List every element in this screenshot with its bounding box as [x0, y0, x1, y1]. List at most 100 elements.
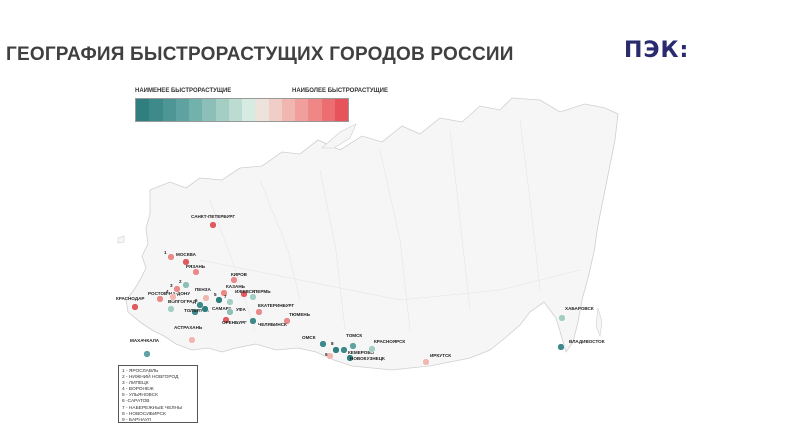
- city-11-label: ТОЛЬЯТТИ: [184, 308, 209, 313]
- city-15-label: ТЮМЕНЬ: [289, 312, 311, 317]
- scale-swatch: [189, 99, 203, 121]
- city-1-label: МОСКВА: [176, 252, 197, 257]
- numbered-city-key: 1 - ЯРОСЛАВЛЬ 2 - НИЖНИЙ НОВГОРОД 3 - ЛИПЕ…: [118, 365, 198, 423]
- city-36-label: 9: [325, 352, 328, 357]
- city-36-marker: [326, 352, 334, 360]
- city-22-marker: [340, 346, 348, 354]
- city-35-label: 8: [331, 341, 334, 346]
- city-markers: САНКТ-ПЕТЕРБУРГ МОСКВА РЯЗАНЬ РОСТОВ-НА-ДОН…: [116, 214, 605, 366]
- city-19-label: МАХАЧКАЛА: [130, 338, 160, 343]
- city-31-label: 4: [166, 289, 169, 294]
- city-4-marker: [131, 303, 139, 311]
- scale-swatch: [162, 99, 176, 121]
- key-item: 7 - НАБЕРЕЖНЫЕ ЧЕЛНЫ: [122, 405, 183, 411]
- scale-swatch: [334, 99, 348, 121]
- city-7-marker: [220, 289, 228, 297]
- city-6-marker: [202, 294, 210, 302]
- scale-swatch: [281, 99, 295, 121]
- scale-swatch: [136, 99, 150, 121]
- key-item: 5 - УЛЬЯНОВСК: [122, 393, 158, 399]
- city-16-marker: [249, 317, 257, 325]
- scale-swatch: [255, 99, 269, 121]
- city-32-marker: [215, 296, 223, 304]
- scale-swatch: [321, 99, 335, 121]
- color-scale-legend: [135, 98, 349, 122]
- city-29-label: 2: [179, 279, 182, 284]
- city-12-label: САМАРА: [212, 306, 232, 311]
- city-14-label: ЕКАТЕРИНБУРГ: [258, 303, 295, 308]
- page-title: ГЕОГРАФИЯ БЫСТРОРАСТУЩИХ ГОРОДОВ РОССИИ: [6, 44, 514, 65]
- city-30-label: 3: [170, 283, 173, 288]
- city-20-label: ОМСК: [302, 335, 316, 340]
- city-23-label: НОВОКУЗНЕЦК: [350, 356, 385, 361]
- city-8-label: КИРОВ: [231, 272, 248, 277]
- city-2-marker: [192, 268, 200, 276]
- city-17-marker: [222, 316, 230, 324]
- city-19-marker: [143, 350, 151, 358]
- company-logo: ПЭК:: [624, 38, 690, 63]
- scale-swatch: [268, 99, 282, 121]
- scale-swatch: [215, 99, 229, 121]
- city-35-marker: [332, 346, 340, 354]
- legend-low-label: НАИМЕНЕЕ БЫСТРОРАСТУЩИЕ: [135, 88, 232, 94]
- city-30-marker: [173, 285, 181, 293]
- city-20-marker: [319, 340, 327, 348]
- city-16-label: ЧЕЛЯБИНСК: [258, 322, 287, 327]
- city-27-marker: [557, 343, 565, 351]
- russia-outline: [125, 97, 619, 371]
- kaliningrad-outline: [117, 235, 125, 244]
- city-32-label: 5: [214, 292, 217, 297]
- scale-swatch: [202, 99, 216, 121]
- city-33-label: 6: [195, 298, 198, 303]
- city-25-marker: [422, 358, 430, 366]
- city-21-marker: [349, 342, 357, 350]
- novaya-zemlya-outline: [321, 123, 357, 149]
- city-5-label: ВОЛГОГРАД: [168, 299, 197, 304]
- city-7-label: КАЗАНЬ: [226, 284, 246, 289]
- scale-swatch: [228, 99, 242, 121]
- key-item: 9 - БАРНАУЛ: [122, 417, 151, 423]
- city-26-label: ХАБАРОВСК: [565, 306, 594, 311]
- city-13-label: УФА: [236, 307, 246, 312]
- legend-high-label: НАИБОЛЕЕ БЫСТРОРАСТУЩИЕ: [292, 88, 388, 94]
- scale-swatch: [242, 99, 256, 121]
- key-item: 8 - НОВОСИБИРСК: [122, 411, 166, 417]
- city-31-marker: [169, 293, 177, 301]
- city-1-marker: [182, 258, 190, 266]
- city-22-label: КЕМЕРОВО: [348, 350, 375, 355]
- city-28-label: 1: [164, 250, 167, 255]
- key-item: 2 - НИЖНИЙ НОВГОРОД: [122, 375, 179, 381]
- city-24-marker: [368, 345, 376, 353]
- key-item: 1 - ЯРОСЛАВЛЬ: [122, 369, 159, 374]
- city-21-label: ТОМСК: [346, 333, 362, 338]
- key-item: 3 - ЛИПЕЦК: [122, 381, 149, 387]
- city-24-label: КРАСНОЯРСК: [374, 339, 405, 344]
- city-27-label: ВЛАДИВОСТОК: [569, 339, 605, 344]
- scale-swatch: [295, 99, 309, 121]
- city-9-marker: [240, 290, 248, 298]
- sakhalin-outline: [595, 307, 603, 338]
- city-6-label: ПЕНЗА: [195, 287, 212, 292]
- city-2-label: РЯЗАНЬ: [186, 264, 206, 269]
- city-29-marker: [182, 281, 190, 289]
- city-9-label: ИЖЕВСК: [235, 289, 255, 294]
- city-10-marker: [249, 293, 257, 301]
- city-13-marker: [226, 308, 234, 316]
- city-5-marker: [167, 305, 175, 313]
- region-borders: [199, 119, 581, 331]
- city-3-marker: [156, 295, 164, 303]
- city-0-marker: [209, 221, 217, 229]
- city-8-marker: [230, 276, 238, 284]
- scale-swatch: [175, 99, 189, 121]
- city-26-marker: [558, 314, 566, 322]
- key-item: 4 - ВОРОНЕЖ: [122, 387, 154, 393]
- city-12-marker: [201, 305, 209, 313]
- city-11-marker: [191, 308, 199, 316]
- city-34-label: 7: [224, 294, 227, 299]
- city-0-label: САНКТ-ПЕТЕРБУРГ: [191, 214, 236, 219]
- city-10-label: ПЕРМЬ: [254, 289, 271, 294]
- key-item: 6 -САРАТОВ: [122, 399, 150, 405]
- city-18-marker: [188, 336, 196, 344]
- city-17-label: ОРЕНБУРГ: [222, 320, 247, 325]
